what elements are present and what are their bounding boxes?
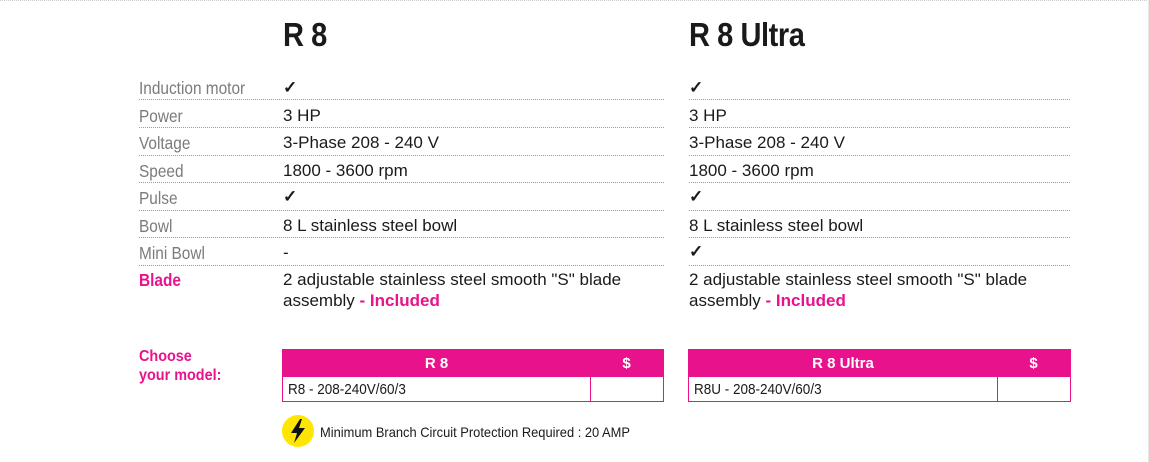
model-table-row[interactable]: R8U - 208-240V/60/3	[689, 377, 1070, 401]
row-divider	[139, 99, 664, 100]
spec-value: 8 L stainless steel bowl	[689, 216, 864, 235]
blade-description: 2 adjustable stainless steel smooth "S" …	[283, 269, 621, 311]
price-header: $	[1029, 355, 1038, 372]
row-divider	[139, 155, 664, 156]
spec-value: -	[283, 243, 289, 262]
row-divider	[139, 210, 664, 211]
lightning-bolt-icon	[282, 415, 314, 447]
included-note: - Included	[765, 291, 846, 310]
spec-value: 1800 - 3600 rpm	[283, 161, 408, 180]
row-divider	[689, 265, 1070, 266]
notice-text: Minimum Branch Circuit Protection Requir…	[320, 424, 630, 440]
blade-line-2: assembly - Included	[689, 291, 846, 310]
model-code: R8 - 208-240V/60/3	[288, 381, 406, 398]
row-divider	[139, 237, 664, 238]
spec-label: Voltage	[139, 133, 191, 153]
choose-model-label: Choose your model:	[139, 348, 222, 384]
model-table-r8: R 8 $ R8 - 208-240V/60/3	[282, 349, 664, 402]
spec-value: 3 HP	[689, 106, 727, 125]
blade-line-1: 2 adjustable stainless steel smooth "S" …	[283, 270, 622, 289]
price-cell	[997, 377, 1070, 401]
row-divider	[139, 265, 664, 266]
row-divider	[689, 155, 1070, 156]
spec-label: Bowl	[139, 216, 173, 236]
model-table-header: R 8 Ultra $	[689, 350, 1070, 377]
blade-line-2: assembly - Included	[283, 291, 440, 310]
row-divider	[689, 99, 1070, 100]
spec-value: 3 HP	[283, 106, 321, 125]
model-table-row[interactable]: R8 - 208-240V/60/3	[283, 377, 663, 401]
spec-label-blade: Blade	[139, 270, 181, 290]
spec-label: Power	[139, 106, 183, 126]
row-divider	[139, 182, 664, 183]
model-table-r8-ultra: R 8 Ultra $ R8U - 208-240V/60/3	[688, 349, 1071, 402]
included-note: - Included	[359, 291, 440, 310]
top-divider	[0, 0, 1149, 8]
price-cell	[590, 377, 663, 401]
blade-line-1: 2 adjustable stainless steel smooth "S" …	[689, 270, 1028, 289]
product-title-r8: R 8	[283, 16, 327, 53]
model-header: R 8	[424, 355, 449, 372]
row-divider	[689, 127, 1070, 128]
check-icon: ✓	[689, 78, 704, 97]
spec-value: 1800 - 3600 rpm	[689, 161, 814, 180]
price-header: $	[622, 355, 631, 372]
row-divider	[139, 127, 664, 128]
check-icon: ✓	[689, 242, 704, 261]
row-divider	[689, 182, 1070, 183]
spec-value: 3-Phase 208 - 240 V	[689, 133, 845, 152]
spec-label: Mini Bowl	[139, 243, 205, 263]
model-code: R8U - 208-240V/60/3	[694, 381, 822, 398]
spec-label: Induction motor	[139, 78, 246, 98]
check-icon: ✓	[283, 187, 298, 206]
spec-label: Speed	[139, 161, 184, 181]
blade-description: 2 adjustable stainless steel smooth "S" …	[689, 269, 1027, 311]
check-icon: ✓	[283, 78, 298, 97]
spec-value: 3-Phase 208 - 240 V	[283, 133, 439, 152]
spec-value: 8 L stainless steel bowl	[283, 216, 458, 235]
model-header: R 8 Ultra	[812, 355, 874, 372]
row-divider	[689, 237, 1070, 238]
check-icon: ✓	[689, 187, 704, 206]
spec-label: Pulse	[139, 188, 178, 208]
model-table-header: R 8 $	[283, 350, 663, 377]
product-title-r8-ultra: R 8 Ultra	[689, 16, 805, 53]
row-divider	[689, 210, 1070, 211]
